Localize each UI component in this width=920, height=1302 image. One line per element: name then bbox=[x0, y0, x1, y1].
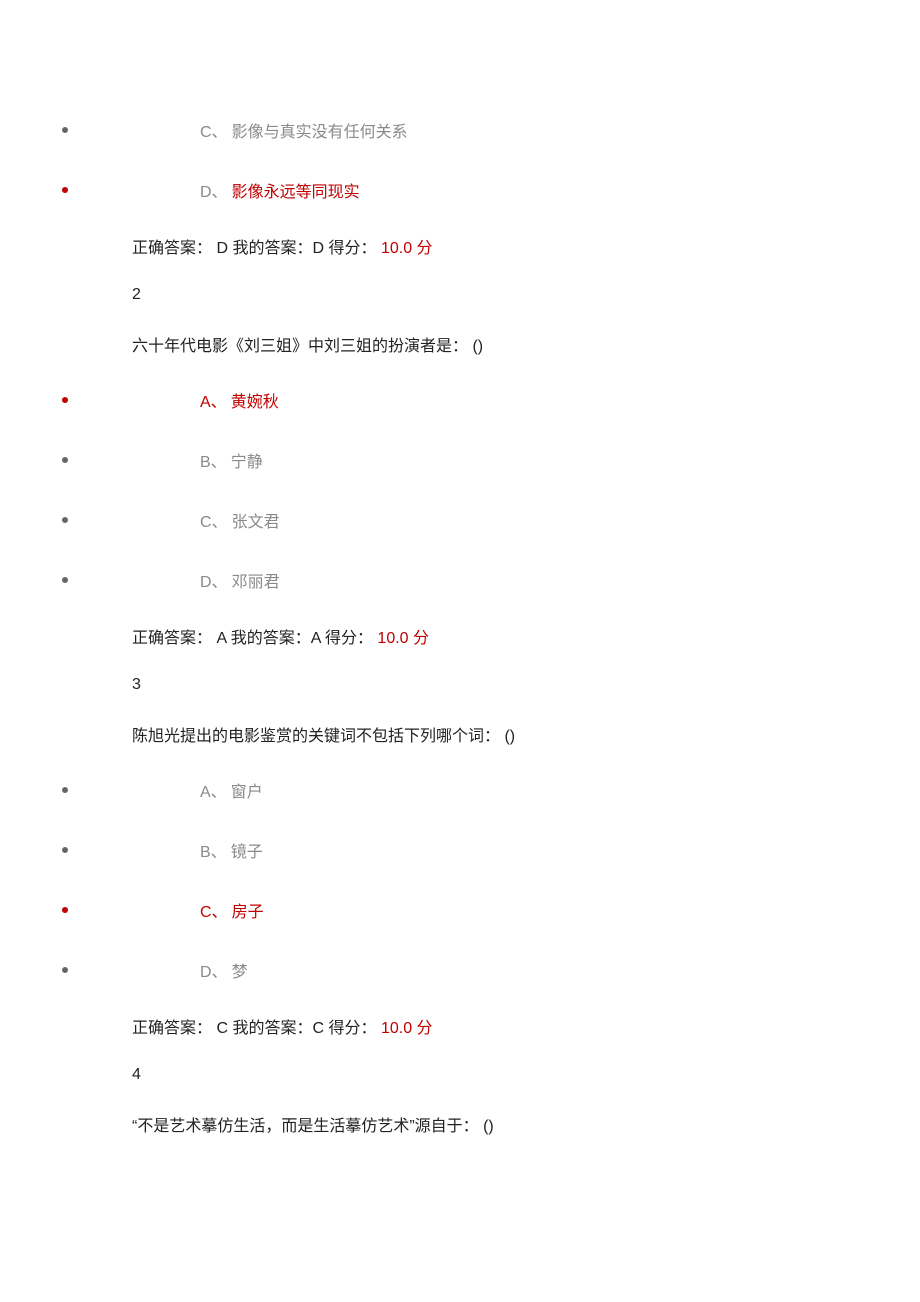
q2-option-c-row: C、张文君 bbox=[0, 490, 920, 550]
q3-number: 3 bbox=[0, 662, 920, 708]
q1-option-d: D、影像永远等同现实 bbox=[200, 178, 360, 202]
option-letter: B、 bbox=[200, 844, 227, 861]
correct-answer: A bbox=[212, 630, 231, 647]
option-letter: D、 bbox=[200, 964, 228, 981]
q1-answer-line: 正确答案： D 我的答案：D 得分： 10.0 分 bbox=[0, 220, 920, 272]
answer-prefix: 正确答案： bbox=[132, 630, 212, 647]
score-prefix: 得分： bbox=[325, 630, 373, 647]
q3-option-d: D、梦 bbox=[200, 958, 248, 982]
q2-option-d-row: D、邓丽君 bbox=[0, 550, 920, 610]
my-answer: A bbox=[311, 630, 325, 647]
answer-prefix: 正确答案： bbox=[132, 1020, 212, 1037]
my-answer: C bbox=[312, 1020, 328, 1037]
option-text-value: 影像与真实没有任何关系 bbox=[232, 124, 408, 141]
option-text-value: 房子 bbox=[232, 904, 264, 921]
q2-option-a: A、黄婉秋 bbox=[200, 388, 279, 412]
q3-option-c-row: C、房子 bbox=[0, 880, 920, 940]
my-answer-prefix: 我的答案： bbox=[231, 630, 311, 647]
score-prefix: 得分： bbox=[328, 1020, 376, 1037]
bullet-icon bbox=[62, 847, 68, 853]
q2-answer-line: 正确答案： A 我的答案：A 得分： 10.0 分 bbox=[0, 610, 920, 662]
option-letter: D、 bbox=[200, 574, 228, 591]
option-letter: D、 bbox=[200, 184, 228, 201]
q1-option-c: C、影像与真实没有任何关系 bbox=[200, 118, 408, 142]
q3-option-a: A、窗户 bbox=[200, 778, 263, 802]
score-value: 10.0 bbox=[377, 240, 417, 257]
my-answer: D bbox=[312, 240, 328, 257]
q3-option-a-row: A、窗户 bbox=[0, 760, 920, 820]
bullet-icon bbox=[62, 967, 68, 973]
q2-option-c: C、张文君 bbox=[200, 508, 280, 532]
bullet-icon bbox=[62, 907, 68, 913]
score-value: 10.0 bbox=[377, 1020, 417, 1037]
q3-question: 陈旭光提出的电影鉴赏的关键词不包括下列哪个词： () bbox=[0, 708, 920, 760]
option-text-value: 邓丽君 bbox=[232, 574, 280, 591]
option-letter: A、 bbox=[200, 784, 227, 801]
option-letter: A、 bbox=[200, 394, 227, 411]
bullet-icon bbox=[62, 127, 68, 133]
score-prefix: 得分： bbox=[328, 240, 376, 257]
score-unit: 分 bbox=[413, 630, 429, 647]
quiz-document: C、影像与真实没有任何关系 D、影像永远等同现实 正确答案： D 我的答案：D … bbox=[0, 0, 920, 1302]
option-text-value: 黄婉秋 bbox=[231, 394, 279, 411]
bullet-icon bbox=[62, 457, 68, 463]
score-value: 10.0 bbox=[373, 630, 413, 647]
q1-option-d-row: D、影像永远等同现实 bbox=[0, 160, 920, 220]
q2-option-a-row: A、黄婉秋 bbox=[0, 370, 920, 430]
bullet-icon bbox=[62, 187, 68, 193]
bullet-icon bbox=[62, 787, 68, 793]
my-answer-prefix: 我的答案： bbox=[232, 1020, 312, 1037]
bullet-icon bbox=[62, 577, 68, 583]
q2-question: 六十年代电影《刘三姐》中刘三姐的扮演者是： () bbox=[0, 318, 920, 370]
option-letter: B、 bbox=[200, 454, 227, 471]
q2-number: 2 bbox=[0, 272, 920, 318]
bullet-icon bbox=[62, 517, 68, 523]
option-letter: C、 bbox=[200, 124, 228, 141]
q3-option-c: C、房子 bbox=[200, 898, 264, 922]
q3-answer-line: 正确答案： C 我的答案：C 得分： 10.0 分 bbox=[0, 1000, 920, 1052]
my-answer-prefix: 我的答案： bbox=[232, 240, 312, 257]
option-text-value: 窗户 bbox=[231, 784, 263, 801]
option-text-value: 张文君 bbox=[232, 514, 280, 531]
q3-option-d-row: D、梦 bbox=[0, 940, 920, 1000]
option-text-value: 镜子 bbox=[231, 844, 263, 861]
q2-option-b: B、宁静 bbox=[200, 448, 263, 472]
option-text-value: 影像永远等同现实 bbox=[232, 184, 360, 201]
score-unit: 分 bbox=[417, 240, 433, 257]
option-text-value: 宁静 bbox=[231, 454, 263, 471]
option-letter: C、 bbox=[200, 904, 228, 921]
option-text-value: 梦 bbox=[232, 964, 248, 981]
q2-option-d: D、邓丽君 bbox=[200, 568, 280, 592]
q4-number: 4 bbox=[0, 1052, 920, 1098]
q3-option-b-row: B、镜子 bbox=[0, 820, 920, 880]
q1-option-c-row: C、影像与真实没有任何关系 bbox=[0, 100, 920, 160]
q4-question: “不是艺术摹仿生活，而是生活摹仿艺术”源自于： () bbox=[0, 1098, 920, 1150]
answer-prefix: 正确答案： bbox=[132, 240, 212, 257]
correct-answer: D bbox=[212, 240, 232, 257]
score-unit: 分 bbox=[417, 1020, 433, 1037]
q2-option-b-row: B、宁静 bbox=[0, 430, 920, 490]
bullet-icon bbox=[62, 397, 68, 403]
q3-option-b: B、镜子 bbox=[200, 838, 263, 862]
option-letter: C、 bbox=[200, 514, 228, 531]
correct-answer: C bbox=[212, 1020, 232, 1037]
